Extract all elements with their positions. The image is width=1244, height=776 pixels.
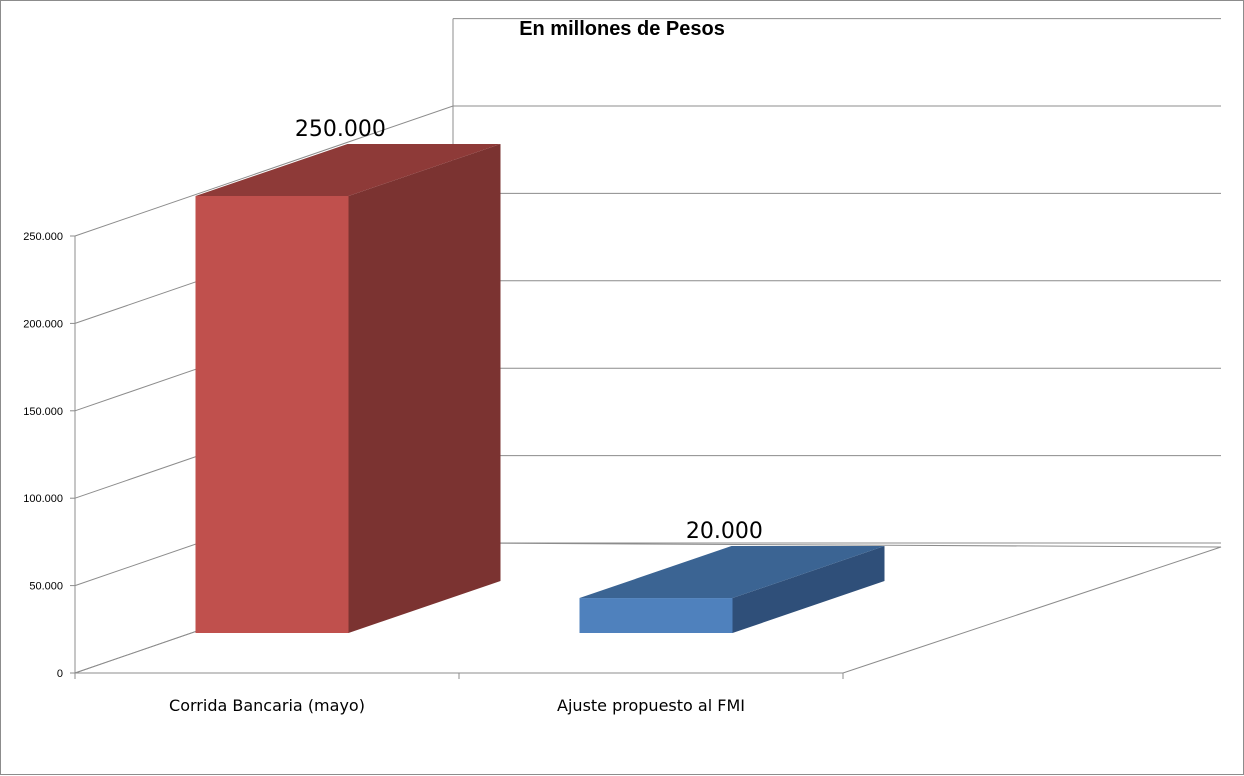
y-tick-label: 50.000	[29, 581, 63, 593]
x-category-label: Corrida Bancaria (mayo)	[169, 696, 365, 715]
bar-top	[579, 546, 885, 599]
bar-front	[579, 598, 733, 633]
bars	[195, 144, 885, 633]
data-label: 250.000	[295, 117, 386, 142]
bar-side	[348, 144, 501, 633]
y-tick-label: 250.000	[23, 231, 63, 243]
chart-title: En millones de Pesos	[519, 18, 725, 40]
data-label: 20.000	[686, 519, 763, 544]
y-tick-label: 200.000	[23, 318, 63, 330]
y-tick-label: 100.000	[23, 493, 63, 505]
bar	[579, 546, 885, 633]
y-tick-label: 150.000	[23, 406, 63, 418]
x-category-label: Ajuste propuesto al FMI	[557, 696, 745, 715]
bar-top	[195, 144, 501, 196]
bar-front	[195, 196, 349, 633]
bar	[195, 144, 501, 633]
bar-side	[732, 546, 885, 633]
labels: 0 50.000 100.000 150.000 200.000 250.000 250.0…	[23, 117, 763, 715]
y-tick-label: 0	[57, 668, 63, 680]
